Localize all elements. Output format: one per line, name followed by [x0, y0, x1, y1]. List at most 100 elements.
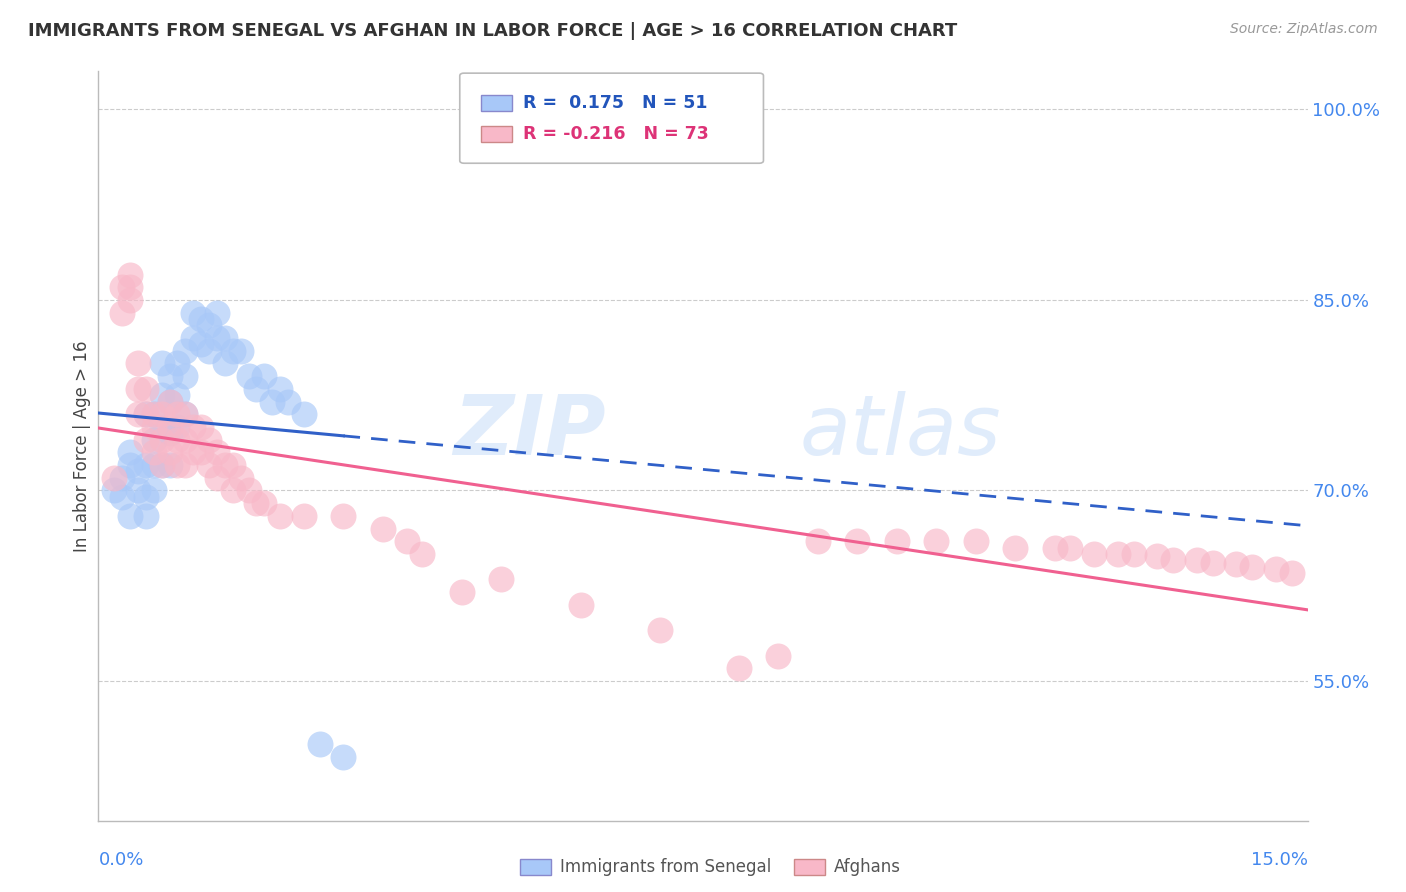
Point: [166, 356, 188, 370]
Point: [1225, 557, 1247, 571]
Point: [269, 382, 291, 396]
Point: [135, 433, 157, 447]
Point: [205, 306, 228, 320]
Point: [135, 458, 157, 472]
Point: [142, 433, 165, 447]
Point: [332, 508, 354, 523]
Point: [229, 471, 252, 485]
Point: [166, 407, 188, 421]
Point: [174, 458, 197, 472]
Point: [174, 407, 197, 421]
Point: [648, 623, 671, 637]
Point: [190, 337, 212, 351]
Point: [135, 407, 157, 421]
Point: [205, 471, 228, 485]
Point: [190, 312, 212, 326]
Point: [135, 407, 157, 421]
Point: [1004, 541, 1026, 555]
Point: [292, 508, 315, 523]
Point: [1059, 541, 1081, 555]
Point: [205, 331, 228, 345]
Point: [127, 464, 149, 478]
Point: [118, 293, 141, 307]
Point: [166, 458, 188, 472]
Point: [127, 407, 149, 421]
Point: [150, 388, 173, 402]
Point: [118, 458, 141, 472]
Point: [111, 280, 134, 294]
Point: [103, 483, 125, 498]
Point: [181, 306, 204, 320]
Point: [222, 458, 245, 472]
Point: [142, 407, 165, 421]
Point: [451, 585, 474, 599]
Point: [118, 268, 141, 282]
Point: [198, 458, 221, 472]
Point: [411, 547, 433, 561]
Point: [159, 369, 181, 384]
Point: [135, 490, 157, 504]
Point: [135, 508, 157, 523]
Point: [111, 490, 134, 504]
Point: [159, 426, 181, 441]
Point: [174, 433, 197, 447]
Point: [245, 382, 267, 396]
Point: [142, 407, 165, 421]
Y-axis label: In Labor Force | Age > 16: In Labor Force | Age > 16: [73, 340, 91, 552]
Point: [292, 407, 315, 421]
Point: [205, 445, 228, 459]
Point: [190, 420, 212, 434]
Text: atlas: atlas: [800, 391, 1001, 472]
Point: [491, 572, 513, 586]
Point: [222, 483, 245, 498]
Point: [135, 382, 157, 396]
Point: [150, 407, 173, 421]
Point: [190, 445, 212, 459]
Point: [214, 331, 236, 345]
Text: Source: ZipAtlas.com: Source: ZipAtlas.com: [1230, 22, 1378, 37]
Point: [1146, 549, 1168, 564]
Point: [181, 331, 204, 345]
Point: [727, 661, 749, 675]
Point: [238, 483, 260, 498]
Text: R = -0.216   N = 73: R = -0.216 N = 73: [523, 125, 709, 143]
Point: [159, 394, 181, 409]
Point: [174, 369, 197, 384]
Point: [150, 356, 173, 370]
Point: [118, 508, 141, 523]
Point: [807, 534, 830, 549]
Point: [766, 648, 789, 663]
Point: [118, 445, 141, 459]
Point: [150, 458, 173, 472]
Point: [1122, 547, 1144, 561]
Text: 0.0%: 0.0%: [98, 851, 143, 869]
Point: [269, 508, 291, 523]
Text: IMMIGRANTS FROM SENEGAL VS AFGHAN IN LABOR FORCE | AGE > 16 CORRELATION CHART: IMMIGRANTS FROM SENEGAL VS AFGHAN IN LAB…: [28, 22, 957, 40]
Point: [166, 388, 188, 402]
Point: [142, 445, 165, 459]
Point: [166, 420, 188, 434]
Point: [214, 458, 236, 472]
Point: [1161, 553, 1184, 567]
Point: [142, 483, 165, 498]
Point: [181, 420, 204, 434]
Point: [181, 445, 204, 459]
Point: [371, 522, 394, 536]
Point: [262, 394, 284, 409]
Point: [1241, 559, 1264, 574]
Point: [127, 483, 149, 498]
Point: [214, 356, 236, 370]
Point: [1265, 562, 1288, 576]
Point: [150, 420, 173, 434]
Point: [127, 382, 149, 396]
Point: [332, 750, 354, 764]
Point: [142, 458, 165, 472]
Point: [925, 534, 948, 549]
Point: [222, 343, 245, 358]
Point: [1185, 553, 1208, 567]
Point: [965, 534, 987, 549]
Point: [159, 394, 181, 409]
Point: [277, 394, 299, 409]
Point: [238, 369, 260, 384]
Point: [846, 534, 869, 549]
